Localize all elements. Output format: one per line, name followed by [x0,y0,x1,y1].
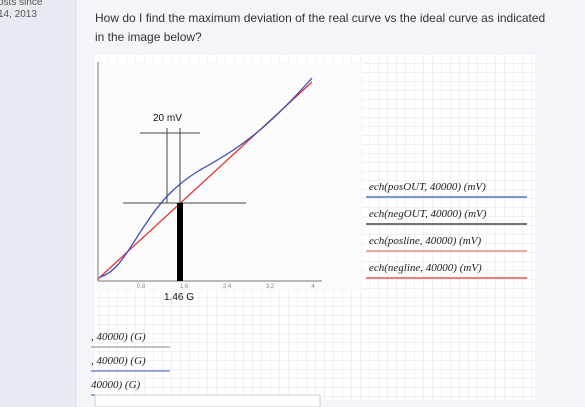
question: How do I find the maximum deviation of t… [95,11,545,25]
annotation: 20 mV [153,113,182,124]
fragment: , 40000) (G) [91,355,146,367]
legend-entry: ech(negOUT, 40000) (mV) [369,208,487,220]
sidebar [0,0,76,407]
x-tick-label: 3.2 [266,284,275,290]
input-box [94,394,321,407]
fragment: , 40000) (G) [91,331,146,343]
deviation-bar [177,203,183,281]
legend-entry: ech(posOUT, 40000) (mV) [369,181,486,193]
sidebar-text: 14, 2013 [0,9,37,20]
x-tick-label: 1.6 [180,284,189,290]
fragment: 40000) (G) [91,379,141,391]
sidebar-text: osts since [0,0,43,8]
x-tick-label: 0.8 [137,284,146,290]
real-curve [99,77,313,278]
annotation: 1.46 G [164,292,194,303]
legend-entry: ech(posline, 40000) (mV) [369,235,481,247]
plot-area [98,62,363,292]
legend-entry: ech(negline, 40000) (mV) [369,262,482,274]
question: in the image below? [95,30,202,44]
x-tick-label: 4 [311,284,315,290]
x-tick-label: 2.4 [223,284,232,290]
